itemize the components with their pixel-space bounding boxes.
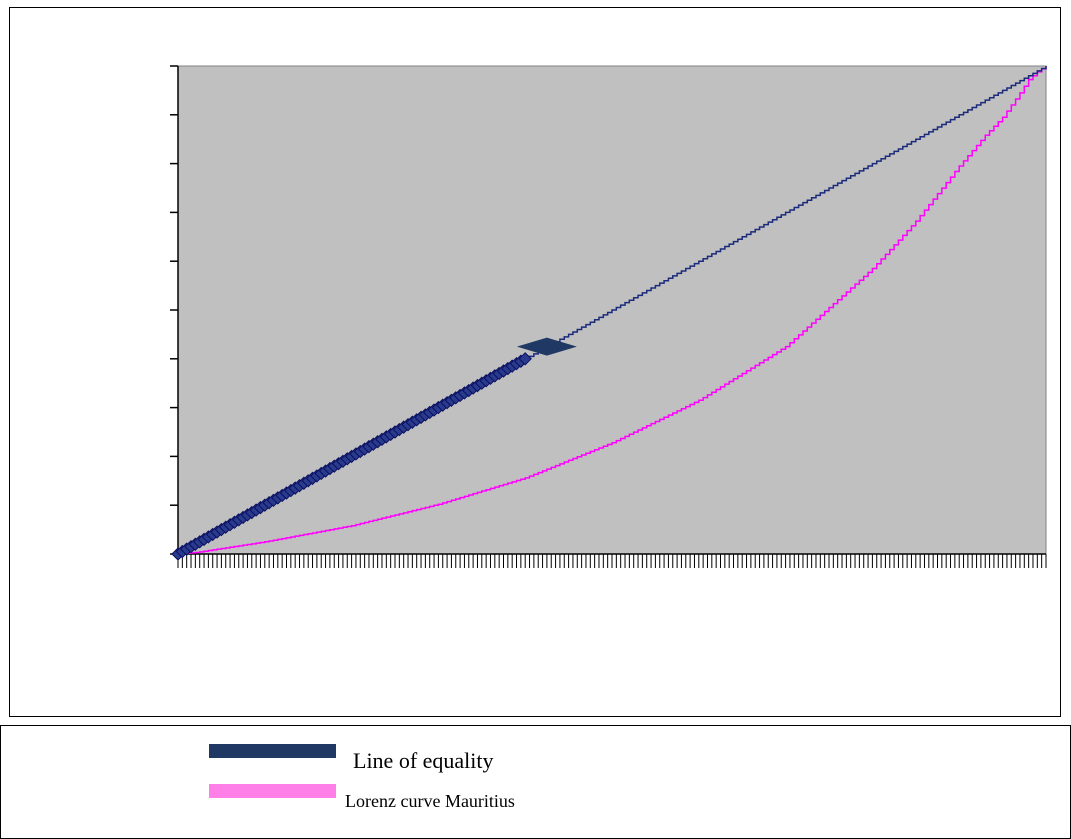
legend: Line of equality Lorenz curve Mauritius: [0, 725, 1071, 839]
legend-label-lorenz-curve: Lorenz curve Mauritius: [345, 791, 515, 811]
lorenz-chart: [170, 65, 1047, 568]
legend-label-line-of-equality: Line of equality: [353, 748, 494, 773]
equality-marker: [518, 352, 532, 366]
series-line-lorenz-curve: [178, 66, 1047, 555]
legend-swatch-line-of-equality: [209, 744, 336, 758]
legend-swatch-lorenz-curve: [209, 784, 336, 798]
equality-highlight-marker: [516, 337, 577, 356]
